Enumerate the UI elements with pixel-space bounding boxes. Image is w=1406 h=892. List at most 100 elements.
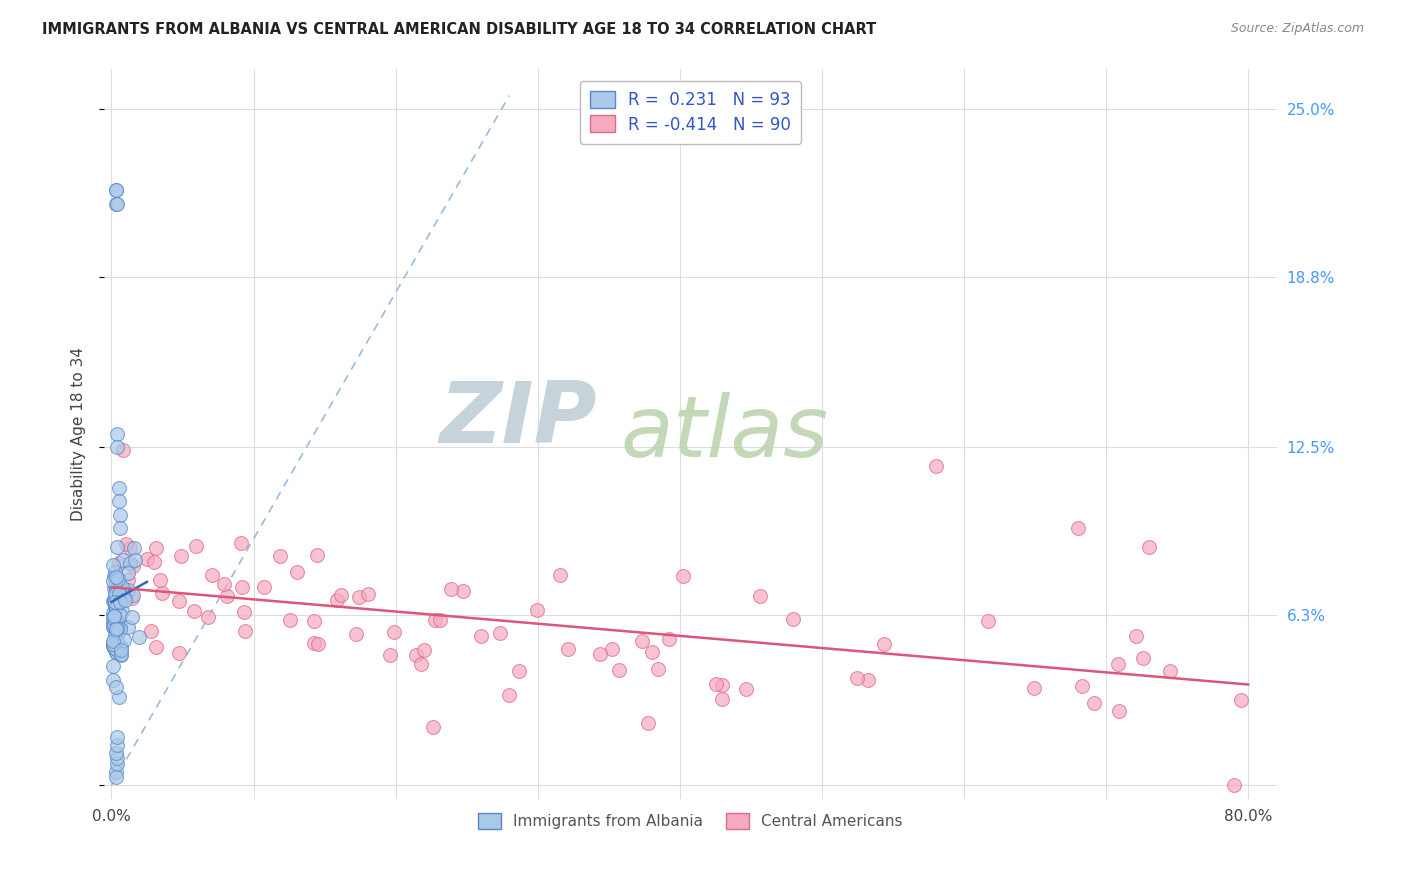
Point <box>1132 650 1154 665</box>
Point <box>110 647 132 661</box>
Point <box>110 648 132 662</box>
Point <box>548 568 571 582</box>
Point <box>253 581 276 595</box>
Point <box>110 619 132 633</box>
Point <box>105 624 128 639</box>
Point <box>104 764 127 779</box>
Point <box>117 573 139 587</box>
Point <box>101 633 124 648</box>
Point <box>344 627 367 641</box>
Point <box>104 196 127 211</box>
Point <box>357 586 380 600</box>
Point <box>924 459 946 474</box>
Point <box>101 673 124 687</box>
Point <box>405 648 427 663</box>
Point <box>498 688 520 702</box>
Point <box>167 646 190 660</box>
Point <box>108 508 131 522</box>
Point <box>145 541 167 555</box>
Point <box>451 583 474 598</box>
Point <box>269 549 291 563</box>
Point <box>104 570 127 584</box>
Point <box>108 521 131 535</box>
Point <box>107 557 129 571</box>
Point <box>1125 629 1147 643</box>
Point <box>107 481 129 495</box>
Point <box>647 662 669 676</box>
Y-axis label: Disability Age 18 to 34: Disability Age 18 to 34 <box>72 347 86 521</box>
Point <box>107 587 129 601</box>
Point <box>107 573 129 587</box>
Point <box>1024 681 1046 696</box>
Point <box>167 594 190 608</box>
Point <box>105 751 128 765</box>
Point <box>101 615 124 629</box>
Point <box>108 587 131 601</box>
Point <box>103 593 125 607</box>
Point <box>104 623 127 637</box>
Point <box>117 566 139 581</box>
Point <box>440 582 463 597</box>
Point <box>124 553 146 567</box>
Point <box>104 595 127 609</box>
Point <box>105 738 128 752</box>
Point <box>215 590 238 604</box>
Point <box>489 625 512 640</box>
Point <box>508 665 530 679</box>
Point <box>429 613 451 627</box>
Point <box>103 609 125 624</box>
Point <box>329 588 352 602</box>
Point <box>977 614 1000 628</box>
Point <box>380 648 402 662</box>
Point <box>103 658 125 673</box>
Point <box>114 537 136 551</box>
Point <box>641 645 664 659</box>
Point <box>183 604 205 618</box>
Point <box>111 580 134 594</box>
Point <box>120 556 142 570</box>
Point <box>105 680 128 694</box>
Point <box>105 645 128 659</box>
Point <box>104 582 127 596</box>
Point <box>104 578 127 592</box>
Point <box>105 621 128 635</box>
Point <box>302 615 325 629</box>
Point <box>470 629 492 643</box>
Point <box>101 594 124 608</box>
Point <box>304 636 326 650</box>
Point <box>214 577 236 591</box>
Point <box>734 681 756 696</box>
Point <box>101 574 124 589</box>
Point <box>104 584 127 599</box>
Point <box>107 494 129 508</box>
Point <box>101 639 124 653</box>
Point <box>557 642 579 657</box>
Point <box>117 620 139 634</box>
Point <box>103 640 125 655</box>
Point <box>136 551 159 566</box>
Point <box>526 603 548 617</box>
Point <box>110 640 132 654</box>
Point <box>104 644 127 658</box>
Point <box>101 619 124 633</box>
Point <box>201 568 224 582</box>
Point <box>103 617 125 632</box>
Point <box>231 580 253 594</box>
Point <box>104 601 127 615</box>
Point <box>104 183 127 197</box>
Point <box>307 637 329 651</box>
Point <box>105 440 128 454</box>
Point <box>105 426 128 441</box>
Point <box>425 613 447 627</box>
Point <box>121 610 143 624</box>
Point <box>145 640 167 655</box>
Point <box>150 586 173 600</box>
Point <box>1067 521 1090 535</box>
Point <box>710 691 733 706</box>
Point <box>105 634 128 648</box>
Point <box>1229 693 1251 707</box>
Point <box>104 565 127 579</box>
Text: Source: ZipAtlas.com: Source: ZipAtlas.com <box>1230 22 1364 36</box>
Point <box>104 591 127 605</box>
Point <box>101 611 124 625</box>
